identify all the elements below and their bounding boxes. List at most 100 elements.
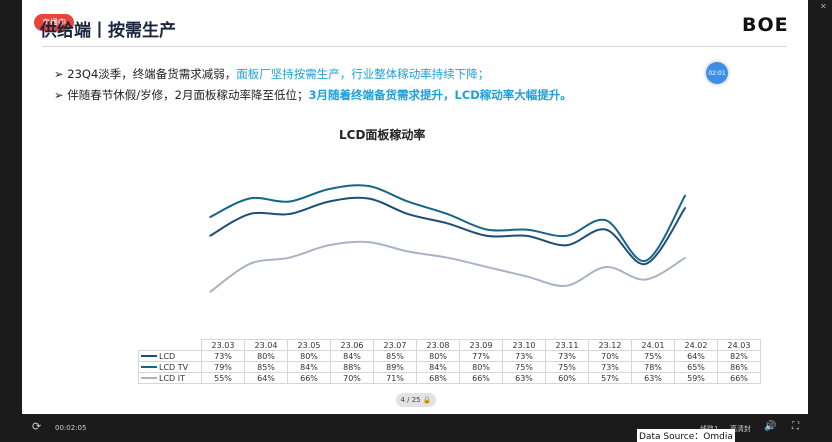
table-header-row: 23.03 23.04 23.05 23.06 23.07 23.08 23.09 23.10… — [139, 339, 761, 351]
legend-key — [141, 366, 157, 368]
data-label: 65% — [674, 361, 718, 373]
quality-button[interactable]: 高清封 — [730, 425, 751, 433]
data-point — [328, 244, 330, 247]
data-label: 70% — [588, 350, 632, 362]
tick-label: 24.01 — [631, 339, 675, 351]
tick-label: 23.04 — [244, 339, 288, 351]
legend-entry: LCD — [138, 350, 202, 362]
data-label: 80% — [287, 350, 331, 362]
speaker-icon[interactable]: 🔊 — [764, 421, 777, 432]
data-label: 57% — [588, 372, 632, 384]
data-label: 73% — [588, 361, 632, 373]
data-point — [407, 213, 409, 215]
data-label: 73% — [201, 350, 245, 362]
bullet-2-text: ➢ 伴随春节休假/岁修，2月面板稼动率降至低位； — [54, 88, 309, 102]
data-label: 88% — [330, 361, 374, 373]
data-label: 63% — [502, 372, 546, 384]
data-label: 79% — [201, 361, 245, 373]
data-point — [605, 219, 607, 222]
data-point — [446, 213, 449, 215]
brand-logo: BOE — [742, 14, 789, 36]
tick-label: 23.09 — [459, 339, 503, 351]
timer-badge[interactable]: 02:01 — [706, 62, 728, 84]
data-point — [288, 200, 291, 203]
tick-label: 23.11 — [545, 339, 589, 351]
data-point — [605, 266, 607, 268]
data-label: 66% — [717, 372, 761, 384]
data-label: 64% — [244, 372, 288, 384]
data-label: 77% — [459, 350, 503, 362]
legend-key — [141, 377, 157, 379]
data-point — [407, 250, 409, 253]
data-label: 80% — [416, 350, 460, 362]
data-point — [446, 222, 449, 225]
data-label: 63% — [631, 372, 675, 384]
tick-label: 23.12 — [588, 339, 632, 351]
data-label: 85% — [373, 350, 417, 362]
data-label: 68% — [416, 372, 460, 384]
close-icon[interactable]: ✕ — [820, 2, 827, 11]
bullet-2: ➢ 伴随春节休假/岁修，2月面板稼动率降至低位；3月随着终端备货需求提升，LCD… — [54, 87, 572, 103]
series-line-0 — [209, 196, 687, 265]
data-source: Data Source：Omdia — [637, 429, 735, 442]
page-indicator[interactable]: 4 / 25 🔒 — [396, 393, 436, 407]
data-label: 84% — [287, 361, 331, 373]
data-label: 75% — [502, 361, 546, 373]
data-label: 55% — [201, 372, 245, 384]
live-badge[interactable]: 直播中 — [34, 14, 74, 31]
data-point — [684, 256, 686, 259]
data-label: 80% — [459, 361, 503, 373]
refresh-icon[interactable]: ⟳ — [32, 420, 42, 433]
table-row: LCD TV 79% 85% 84% 88% 89% 84% 80% 75% 75% 73% 78% 6… — [138, 361, 761, 373]
data-point — [605, 228, 607, 231]
data-label: 73% — [502, 350, 546, 362]
data-label: 78% — [631, 361, 675, 373]
data-label: 86% — [717, 361, 761, 373]
slide-title: 供给端丨按需生产 — [40, 21, 176, 41]
data-label: 60% — [545, 372, 589, 384]
lock-icon: 🔒 — [422, 396, 432, 404]
data-table: 23.03 23.04 23.05 23.06 23.07 23.08 23.09 23.10… — [138, 339, 761, 384]
data-point — [486, 235, 489, 237]
data-point — [209, 291, 211, 293]
page-indicator-label: 4 / 25 — [400, 396, 421, 404]
data-point — [644, 260, 647, 262]
data-label: 73% — [545, 350, 589, 362]
tick-label: 23.05 — [287, 339, 331, 351]
data-point — [486, 228, 489, 231]
series-line-2 — [209, 240, 686, 293]
data-point — [288, 256, 291, 259]
time-display: 00:02:05 — [55, 424, 87, 432]
data-point — [209, 216, 211, 218]
data-point — [565, 244, 568, 247]
data-point — [248, 197, 251, 200]
data-label: 80% — [244, 350, 288, 362]
bullet-1: ➢ 23Q4淡季，终端备货需求减弱，面板厂坚持按需生产，行业整体稼动率持续下降； — [54, 66, 489, 82]
data-point — [407, 200, 409, 203]
data-point — [526, 275, 528, 278]
data-label: 84% — [330, 350, 374, 362]
data-point — [526, 235, 528, 237]
legend-label: LCD IT — [159, 373, 185, 383]
data-point — [248, 213, 251, 215]
data-label: 66% — [459, 372, 503, 384]
bullet-2-highlight: 3月随着终端备货需求提升，LCD稼动率大幅提升。 — [308, 88, 572, 102]
data-point — [367, 185, 370, 187]
tick-label: 23.07 — [373, 339, 417, 351]
legend-entry: LCD IT — [138, 372, 202, 384]
data-point — [328, 188, 330, 190]
title-divider — [42, 46, 787, 47]
data-label: 89% — [373, 361, 417, 373]
tick-label: 23.03 — [201, 339, 245, 351]
table-corner — [139, 340, 202, 351]
data-point — [644, 278, 647, 281]
tick-label: 24.03 — [717, 339, 761, 351]
fullscreen-icon[interactable]: ⛶ — [792, 421, 799, 432]
data-point — [684, 194, 686, 197]
legend-key — [141, 355, 157, 357]
data-label: 66% — [287, 372, 331, 384]
data-point — [367, 241, 370, 243]
data-label: 70% — [330, 372, 374, 384]
legend-label: LCD — [159, 351, 176, 361]
